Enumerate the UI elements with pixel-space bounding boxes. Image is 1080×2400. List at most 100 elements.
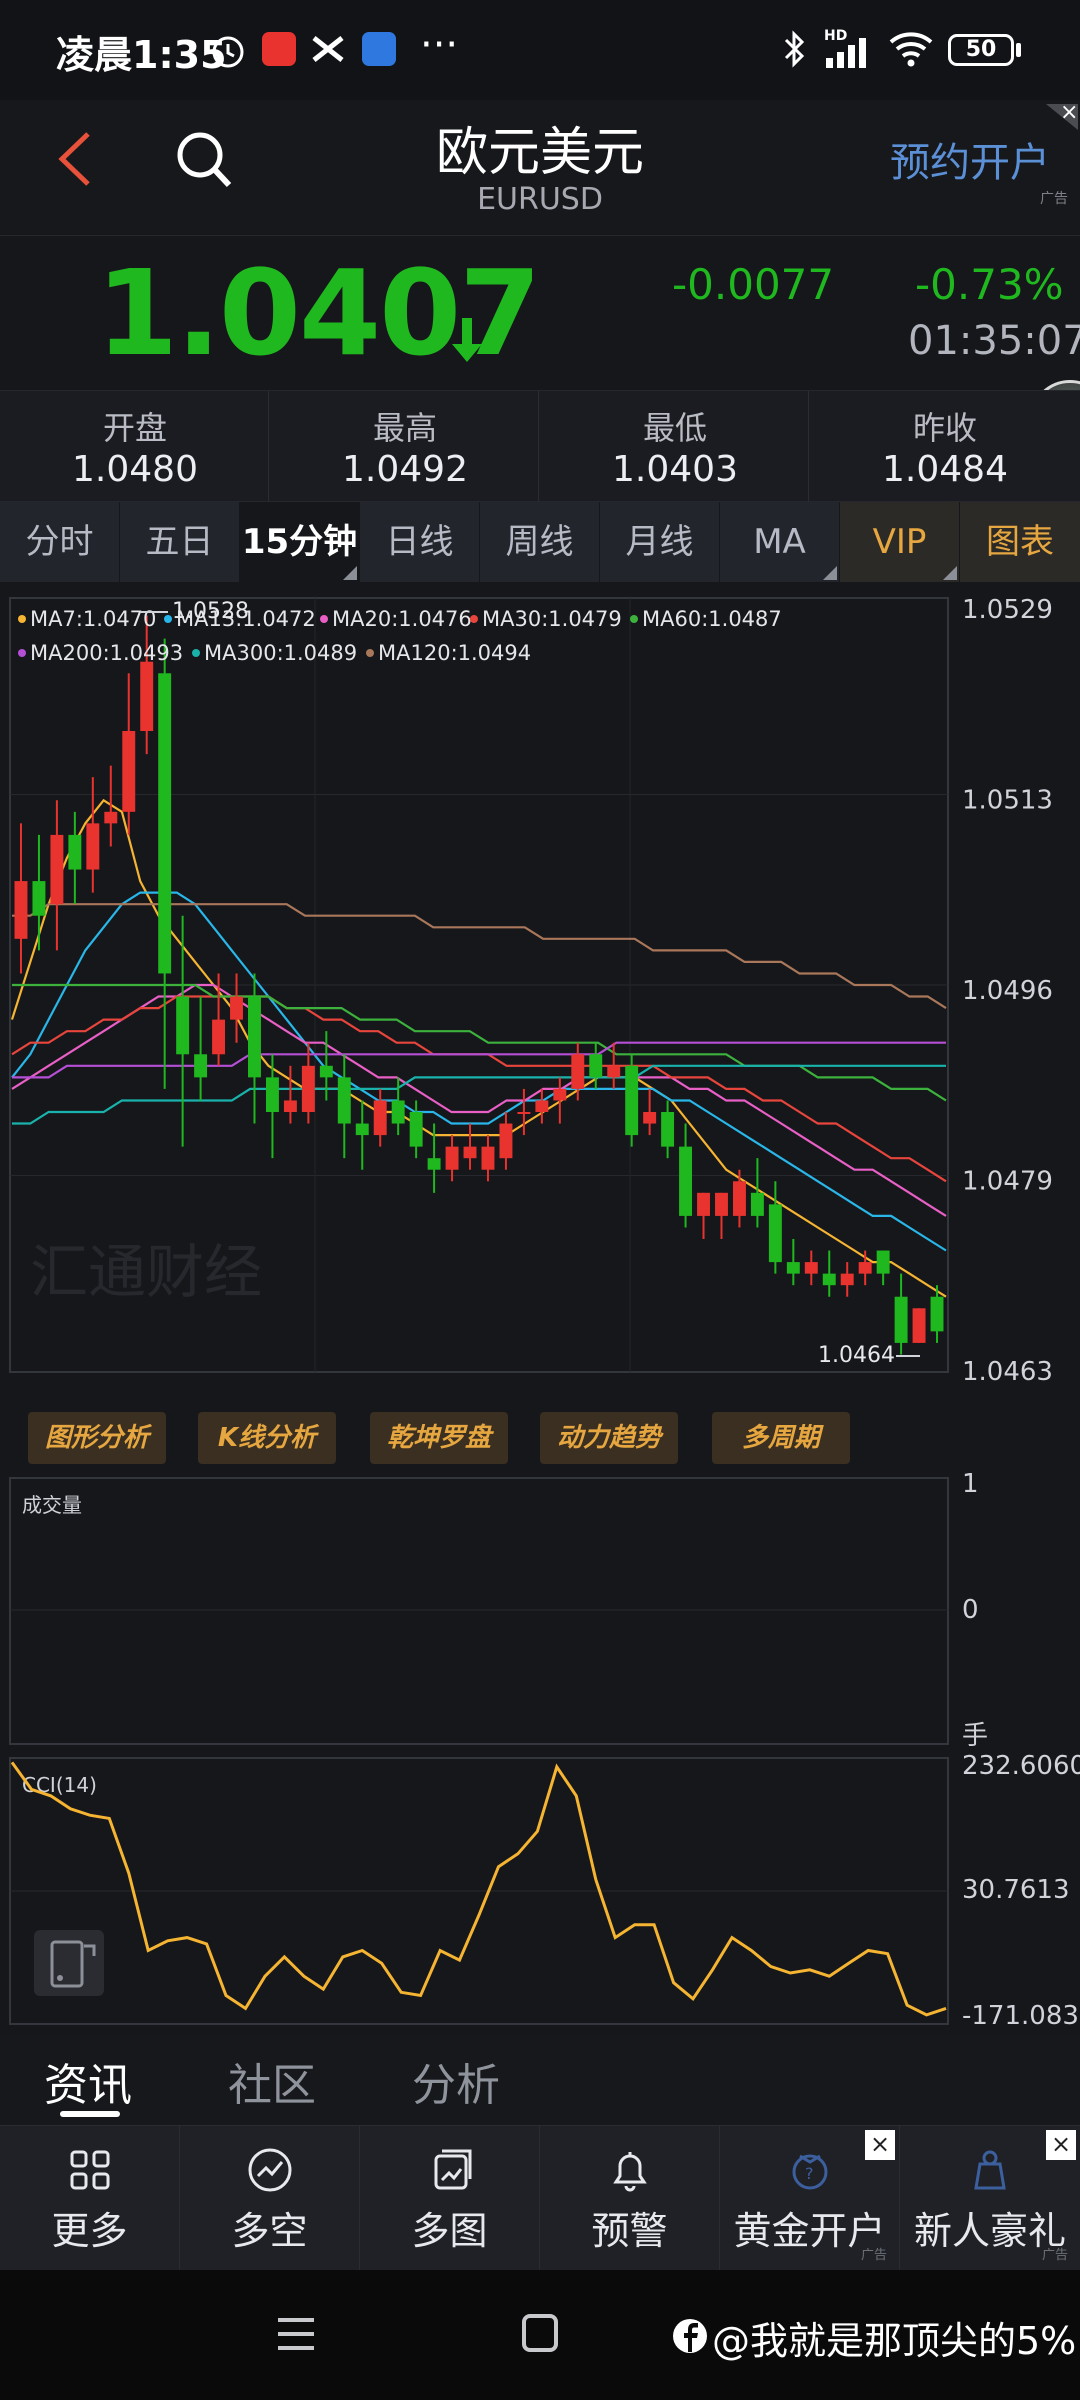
search-icon[interactable] [174, 128, 232, 190]
candle [212, 973, 226, 1066]
bottom-toolbar: 更多 多空 多图 预警 ? 黄金开户 × 广告 新人豪礼 × 广告 [0, 2125, 1080, 2271]
stat-value: 1.0403 [612, 449, 738, 490]
divider [538, 391, 539, 503]
candle [589, 1042, 603, 1089]
tab-news[interactable]: 资讯 [44, 2060, 132, 2111]
candle [68, 811, 82, 905]
tab-intraday[interactable]: 分时 [0, 502, 120, 582]
trend-circle-icon [248, 2148, 292, 2192]
tab-weekly[interactable]: 周线 [480, 502, 600, 582]
price-change-pct: -0.73% [915, 260, 1064, 309]
analysis-buttons: 图形分析 K线分析 乾坤罗盘 动力趋势 多周期 [0, 1412, 1080, 1468]
grid-icon [70, 2150, 110, 2190]
candle [499, 1112, 513, 1170]
battery-tip [1016, 43, 1021, 57]
bell-icon [613, 2152, 647, 2192]
candle [391, 1077, 405, 1136]
tab-daily[interactable]: 日线 [360, 502, 480, 582]
fullscreen-toggle-icon[interactable] [34, 1930, 104, 1996]
toolbar-label: 新人豪礼 [913, 2209, 1066, 2253]
tab-vip[interactable]: VIP [840, 502, 960, 582]
long-short-button[interactable]: 多空 [180, 2126, 360, 2271]
alarm-icon [212, 36, 244, 68]
back-arrow-icon[interactable] [54, 130, 94, 188]
toolbar-label: 更多 [51, 2209, 128, 2253]
volume-frame [9, 1477, 949, 1745]
ma-line-ma20 [11, 983, 947, 1217]
alert-button[interactable]: 预警 [540, 2126, 720, 2271]
candle [804, 1250, 818, 1286]
candle [625, 1054, 639, 1147]
legend-item: MA120:1.0494 [378, 641, 531, 665]
gold-account-ad-button[interactable]: ? 黄金开户 × 广告 [720, 2126, 900, 2271]
stats-row: 开盘 1.0480 最高 1.0492 最低 1.0403 昨收 1.0484 [0, 390, 1080, 503]
legend-item: MA13:1.0472 [176, 607, 316, 631]
candle [912, 1308, 926, 1343]
tab-corner-marker [823, 566, 837, 580]
candles [14, 615, 944, 1355]
multi-chart-icon [434, 2149, 472, 2190]
page-subtitle: EURUSD [477, 182, 603, 217]
candle [894, 1273, 908, 1355]
tab-community[interactable]: 社区 [228, 2060, 316, 2111]
cci-label: CCI(14) [22, 1773, 97, 1797]
candle [679, 1123, 693, 1228]
tab-chart-settings[interactable]: 图表 [960, 502, 1080, 582]
candle [337, 1054, 351, 1159]
battery-level: 50 [965, 37, 997, 62]
volume-panel[interactable]: 成交量 1 0 手 [0, 1470, 1080, 1750]
watermark-footer: @我就是那顶尖的5% [712, 2319, 1077, 2363]
candle [122, 673, 136, 835]
cci-y-tick: 30.7613 [962, 1875, 1070, 1905]
stat-value: 1.0484 [882, 449, 1008, 490]
min-price-label: 1.0464 [818, 1343, 895, 1368]
legend-dot [18, 649, 26, 657]
momentum-trend-button[interactable]: 动力趋势 [540, 1412, 678, 1464]
multi-period-button[interactable]: 多周期 [712, 1412, 850, 1464]
compass-button[interactable]: 乾坤罗盘 [370, 1412, 508, 1464]
active-tab-indicator [60, 2111, 120, 2117]
y-tick-label: 1.0529 [962, 595, 1053, 625]
tab-monthly[interactable]: 月线 [600, 502, 720, 582]
volume-unit: 手 [962, 1721, 988, 1750]
candle [265, 1054, 279, 1159]
cci-y-tick: -171.0835 [962, 2001, 1080, 2031]
home-nav-icon[interactable] [520, 2312, 560, 2354]
close-ad-icon[interactable]: × [1046, 2130, 1076, 2160]
candle [104, 765, 118, 847]
page-header: 欧元美元 EURUSD 预约开户 广告 × [0, 100, 1080, 235]
candle [768, 1181, 782, 1274]
capcut-icon [312, 36, 344, 62]
menu-nav-icon[interactable] [274, 2314, 318, 2354]
close-icon[interactable]: × [1060, 100, 1079, 125]
ad-tag: 广告 [1041, 2248, 1068, 2263]
legend-dot [470, 615, 478, 623]
candle [50, 800, 64, 951]
wifi-icon [889, 32, 933, 67]
tab-analysis[interactable]: 分析 [412, 2060, 500, 2111]
candle [283, 1065, 297, 1124]
tab-15min[interactable]: 15分钟 [240, 502, 360, 582]
candle [409, 1100, 423, 1159]
pattern-analysis-button[interactable]: 图形分析 [28, 1412, 166, 1464]
multi-chart-button[interactable]: 多图 [360, 2126, 540, 2271]
ad-tag: 广告 [860, 2248, 887, 2263]
ad-open-account-button[interactable]: 预约开户 [890, 140, 1050, 186]
candle [481, 1135, 495, 1182]
more-button[interactable]: 更多 [0, 2126, 180, 2271]
candlestick-chart[interactable]: 汇通财经 MA7:1.0470 MA13:1.0472 MA20:1.0476 MA3… [0, 582, 1080, 1382]
tab-ma[interactable]: MA [720, 502, 840, 582]
system-nav-bar: @我就是那顶尖的5% [0, 2270, 1080, 2400]
kline-analysis-button[interactable]: K线分析 [198, 1412, 336, 1464]
calendar-app-icon [362, 32, 396, 66]
candle [786, 1239, 800, 1286]
candle [930, 1285, 944, 1343]
candle [463, 1123, 477, 1170]
legend-item: MA60:1.0487 [642, 607, 782, 631]
more-notifs-icon: ··· [420, 22, 459, 68]
volume-y-tick: 1 [962, 1470, 979, 1499]
newcomer-gift-ad-button[interactable]: 新人豪礼 × 广告 [900, 2126, 1080, 2271]
tab-five-day[interactable]: 五日 [120, 502, 240, 582]
cci-panel[interactable]: CCI(14) 232.6060 30.7613 -171.0835 [0, 1750, 1080, 2035]
close-ad-icon[interactable]: × [865, 2130, 895, 2160]
